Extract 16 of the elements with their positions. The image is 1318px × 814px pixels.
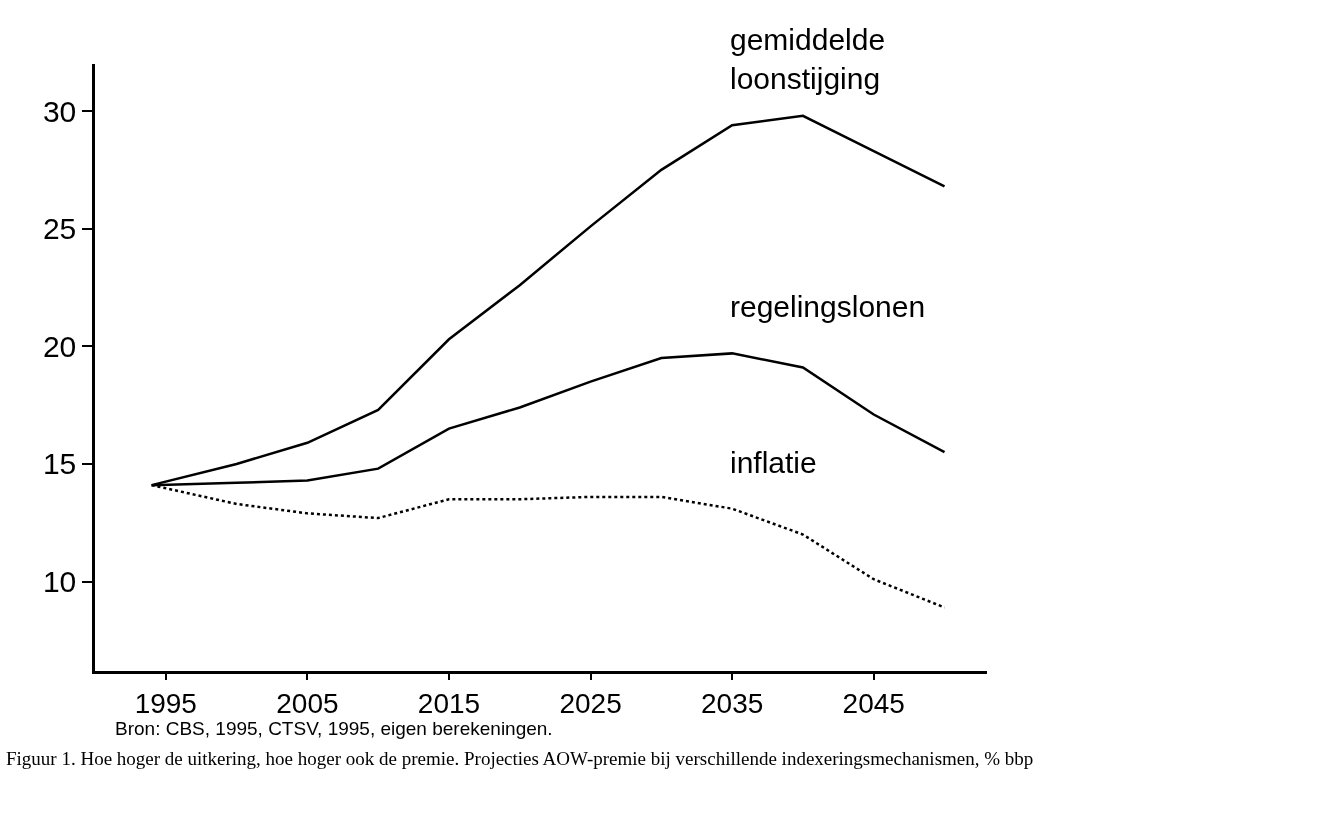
series-label: inflatie	[730, 446, 817, 479]
text: Bron: CBS, 1995, CTSV, 1995, eigen berekeningen.	[115, 718, 553, 739]
y-tick-label: 30	[42, 94, 77, 128]
x-tick-label: 1995	[134, 688, 197, 720]
x-tick-label: 2045	[842, 688, 905, 720]
x-tick-label: 2025	[559, 688, 622, 720]
y-tick-label: 20	[42, 329, 77, 363]
x-tick-label: 2035	[700, 688, 764, 720]
series-label: regelingslonen	[730, 290, 926, 323]
x-tick-label: 2015	[417, 688, 481, 720]
text: Figuur 1. Hoe hoger de uitkering, hoe hoger ook de premie. Projecties AOW-premie bij verschillende indexeringsmechanismen, % bbp	[6, 748, 1034, 769]
x-tick-label: 2005	[276, 688, 339, 720]
series-label: gemiddelde loonstijging	[730, 23, 886, 95]
y-tick-label: 25	[42, 212, 77, 246]
y-tick-label: 15	[42, 447, 77, 481]
y-tick-label: 10	[42, 565, 77, 599]
